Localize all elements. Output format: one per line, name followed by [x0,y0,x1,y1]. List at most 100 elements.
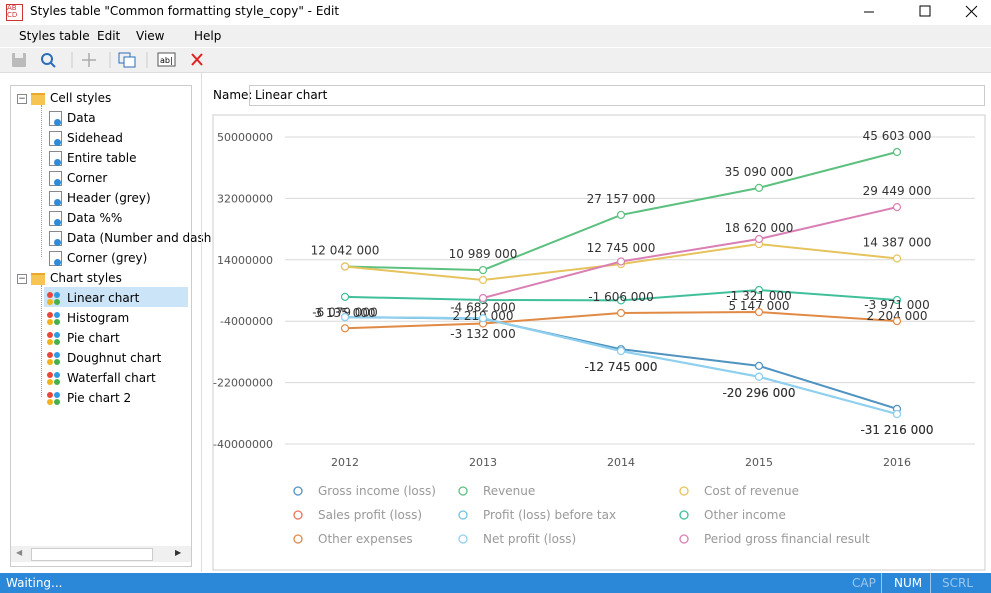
chart-icon-dot [47,319,53,325]
y-tick-label: -40000000 [213,438,273,451]
data-point [340,313,350,322]
menu-item[interactable]: Help [194,29,222,43]
chart-icon-dot [54,319,60,325]
svg-text:ab|: ab| [160,56,173,65]
status-bar: Waiting... CAP NUM SCRL [0,573,991,593]
tree-item[interactable]: Sidehead [67,131,123,145]
data-label: 2 204 000 [866,309,927,323]
legend-marker [679,486,689,496]
horizontal-scrollbar[interactable]: ◀ ▶ [11,546,191,562]
legend-label[interactable]: Period gross financial result [704,532,870,546]
chart-icon-dot [54,372,60,378]
tree-toggle: − [17,274,27,284]
tree-item[interactable]: Corner (grey) [67,251,148,265]
tree-group[interactable]: Chart styles [50,271,122,285]
data-label: -31 216 000 [860,423,933,437]
splitter[interactable] [201,72,202,572]
legend-label[interactable]: Cost of revenue [704,484,799,498]
data-label: -1 321 000 [726,289,791,303]
tree-item[interactable]: Waterfall chart [67,371,156,385]
chart-icon-dot [54,379,60,385]
chart-icon-dot [54,299,60,305]
chart-icon-dot [47,339,53,345]
data-point [754,361,764,370]
scrl-indicator: SCRL [942,576,974,590]
data-label: -31 216 000 [860,423,933,437]
chart-icon-dot [47,379,53,385]
data-label: 5 147 000 [728,299,789,313]
chart-icon-dot [54,392,60,398]
data-point [754,307,764,317]
cell-icon-dot [54,119,61,126]
name-value: Linear chart [255,88,328,102]
x-tick-label: 2016 [883,456,911,469]
status-text: Waiting... [6,576,63,590]
chart-icon-dot [47,372,53,378]
tree-item[interactable]: Doughnut chart [67,351,162,365]
tree-item[interactable]: Header (grey) [67,191,151,205]
legend-label[interactable]: Profit (loss) before tax [483,508,616,522]
data-point [754,372,764,381]
legend-label[interactable]: Other expenses [318,532,413,546]
data-label: -20 296 000 [722,386,795,400]
legend-label[interactable]: Gross income (loss) [318,484,436,498]
tree-line [41,105,42,257]
folder-icon [31,93,45,105]
legend-marker [679,510,689,520]
toolbar-icons[interactable]: ab| [0,48,220,72]
window-buttons[interactable] [850,0,991,24]
toolbar: ab| [0,48,991,73]
tree-item[interactable]: Corner [67,171,108,185]
data-point [616,296,626,305]
chart-frame [212,114,986,571]
tree-item[interactable]: Histogram [67,311,130,325]
tree-item[interactable]: Data [67,111,96,125]
tree-item[interactable]: Pie chart 2 [67,391,132,405]
data-point [754,234,764,244]
legend-label[interactable]: Other income [704,508,786,522]
chart-icon-dot [54,399,60,405]
chart-icon-dot [47,399,53,405]
data-point [616,210,626,220]
legend-label[interactable]: Revenue [483,484,535,498]
tree-item[interactable]: Pie chart [67,331,120,345]
menu-item[interactable]: Styles table [19,29,90,43]
data-label: 12 745 000 [587,241,656,255]
app-icon: AB CD [6,4,23,21]
style-tree: ◀ ▶ − Cell styles Data Sidehead Entire table… [10,85,211,567]
data-point [616,308,626,318]
window-title: Styles table "Common formatting style_co… [30,4,340,18]
data-point [892,317,902,326]
data-label: -3 132 000 [450,327,515,341]
data-point [754,285,764,295]
data-point [892,203,902,212]
legend-label[interactable]: Sales profit (loss) [318,508,422,522]
series-line [482,206,898,299]
title-bar: AB CD Styles table "Common formatting sty… [0,0,991,24]
chart-icon-dot [47,299,53,305]
data-point [616,346,626,356]
y-tick-label: -4000000 [220,315,273,328]
data-point [478,275,488,285]
tree-item[interactable]: Entire table [67,151,137,165]
tree-item[interactable]: Linear chart [67,291,140,305]
legend-label[interactable]: Net profit (loss) [483,532,576,546]
tree-item[interactable]: Data (Number and dash [67,231,212,245]
cell-icon-dot [54,159,61,166]
chart-icon-dot [47,332,53,338]
data-label: -12 745 000 [584,360,657,374]
menu-item[interactable]: View [136,29,165,43]
tree-group[interactable]: Cell styles [50,91,112,105]
chart-icon-dot [54,332,60,338]
name-input[interactable]: Linear chart [249,85,985,106]
x-tick-label: 2013 [469,456,497,469]
tree-line [41,285,42,397]
y-tick-label: 14000000 [217,254,273,267]
tree-item[interactable]: Data %% [67,211,123,225]
data-label: 45 603 000 [863,129,932,143]
legend-marker [293,534,303,544]
data-label: -1 606 000 [588,290,653,304]
menu-item[interactable]: Edit [97,29,121,43]
